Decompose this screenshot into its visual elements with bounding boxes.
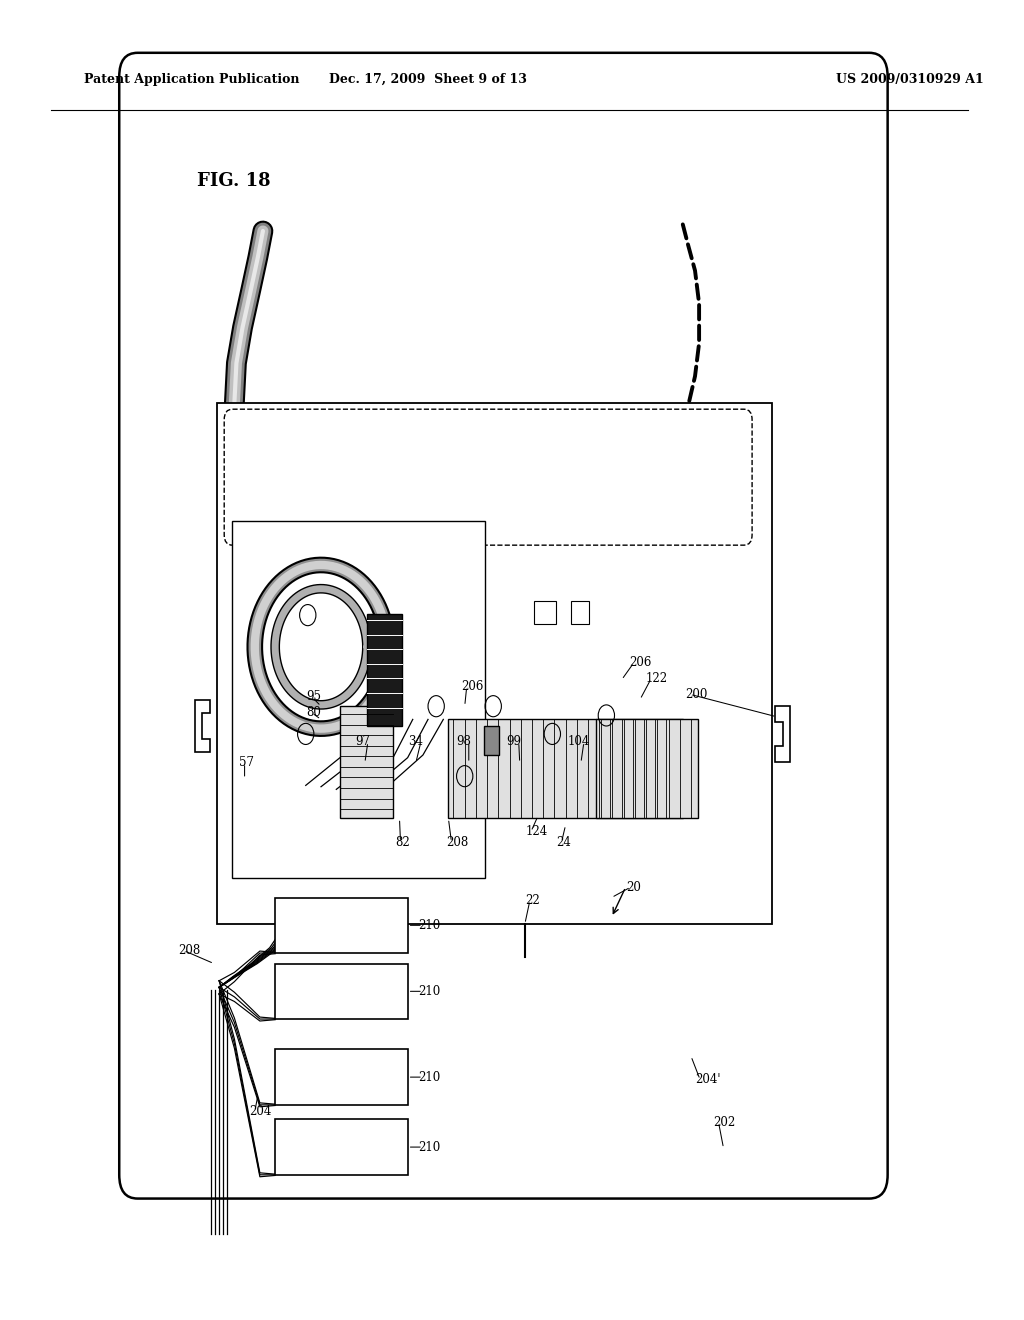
Text: 80: 80 [307, 706, 322, 719]
Text: Patent Application Publication: Patent Application Publication [84, 73, 299, 86]
Text: 57: 57 [240, 756, 255, 770]
Text: 20: 20 [626, 880, 641, 894]
Bar [367, 614, 401, 726]
Bar [570, 601, 589, 624]
Text: 202: 202 [714, 1115, 735, 1129]
Bar [449, 719, 683, 818]
Text: 210: 210 [418, 919, 440, 932]
Text: 204': 204' [695, 1073, 721, 1086]
Text: 206: 206 [462, 680, 484, 693]
Text: 210: 210 [418, 1071, 440, 1084]
Text: 208: 208 [178, 944, 201, 957]
Text: 98: 98 [457, 735, 471, 748]
Text: FIG. 18: FIG. 18 [197, 172, 270, 190]
Bar [484, 726, 500, 755]
Text: 200: 200 [685, 688, 708, 701]
Text: 82: 82 [395, 836, 411, 849]
Polygon shape [195, 700, 210, 752]
Text: 204: 204 [250, 1105, 272, 1118]
Text: 97: 97 [355, 735, 371, 748]
Bar [275, 1119, 408, 1175]
Text: US 2009/0310929 A1: US 2009/0310929 A1 [836, 73, 983, 86]
Text: 95: 95 [307, 690, 322, 704]
Text: 122: 122 [646, 672, 669, 685]
Bar [340, 706, 393, 818]
Bar [232, 521, 485, 878]
Bar [534, 601, 556, 624]
FancyBboxPatch shape [119, 53, 888, 1199]
Text: 34: 34 [409, 735, 423, 748]
Text: 24: 24 [556, 836, 571, 849]
Text: 206: 206 [629, 656, 651, 669]
Text: 104: 104 [567, 735, 590, 748]
Bar [275, 964, 408, 1019]
Text: 210: 210 [418, 985, 440, 998]
Text: 99: 99 [506, 735, 521, 748]
Bar [275, 1049, 408, 1105]
Bar [217, 403, 772, 924]
Bar [275, 898, 408, 953]
Text: 124: 124 [526, 825, 548, 838]
Text: 210: 210 [418, 1140, 440, 1154]
Polygon shape [774, 706, 790, 762]
Text: 208: 208 [446, 836, 469, 849]
Text: 22: 22 [525, 894, 540, 907]
Text: Dec. 17, 2009  Sheet 9 of 13: Dec. 17, 2009 Sheet 9 of 13 [329, 73, 527, 86]
Bar [596, 719, 698, 818]
